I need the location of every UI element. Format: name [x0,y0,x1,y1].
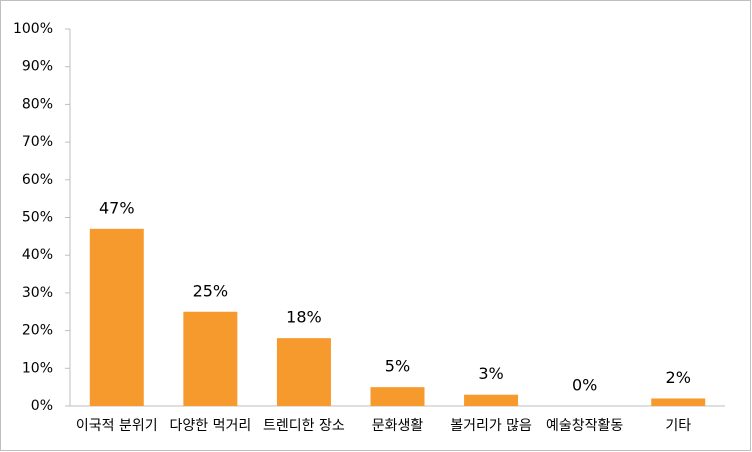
y-tick-label: 100% [13,21,53,37]
y-tick-label: 80% [22,96,53,112]
y-tick-label: 70% [22,134,53,150]
bar [370,387,425,406]
value-label: 5% [385,357,410,376]
y-tick-label: 60% [22,172,53,188]
y-tick-label: 90% [22,59,53,75]
x-tick-label: 트렌디한 장소 [263,418,345,434]
value-label: 0% [572,376,597,395]
y-tick-label: 40% [22,247,53,263]
bar [183,311,238,406]
x-tick-label: 기타 [665,418,691,434]
y-tick-label: 50% [22,210,53,226]
bar [89,228,144,406]
y-tick-label: 20% [22,323,53,339]
x-tick-label: 문화생활 [372,418,424,434]
value-label: 2% [666,368,691,387]
y-tick-label: 30% [22,285,53,301]
bar [464,394,519,406]
x-tick-label: 이국적 분위기 [76,418,158,434]
y-tick-label: 0% [31,398,53,414]
y-tick-label: 10% [22,360,53,376]
value-label: 18% [286,308,322,327]
bar [276,338,331,406]
bar [651,398,706,406]
value-label: 47% [99,198,135,217]
value-label: 25% [193,281,229,300]
x-tick-label: 다양한 먹거리 [169,418,251,434]
value-label: 3% [478,364,503,383]
x-tick-label: 볼거리가 많음 [450,418,532,434]
x-tick-label: 예술창작활동 [546,418,623,434]
